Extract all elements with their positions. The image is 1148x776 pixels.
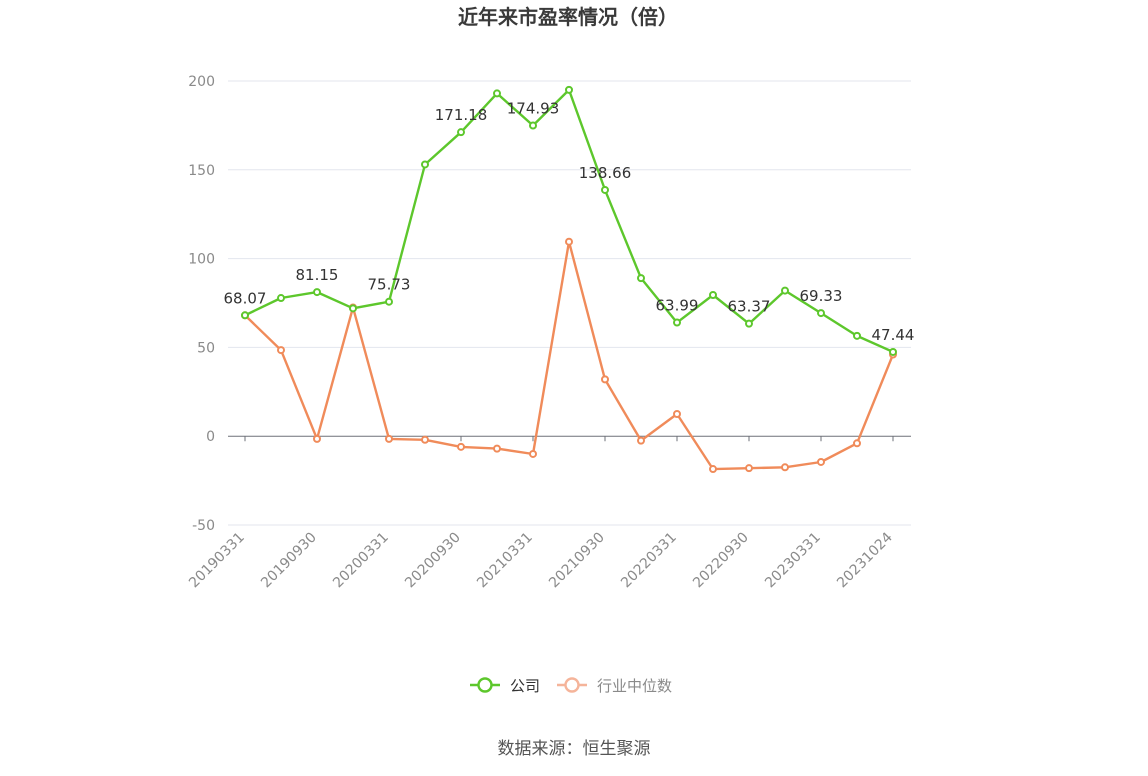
data-point[interactable] <box>745 464 753 473</box>
data-label: 47.44 <box>872 326 915 344</box>
data-point[interactable] <box>853 331 861 340</box>
data-label: 75.73 <box>368 276 411 294</box>
data-label: 171.18 <box>435 106 488 124</box>
x-tick-label: 20220331 <box>618 530 680 592</box>
data-point[interactable] <box>673 410 681 418</box>
data-label: 81.15 <box>296 266 339 284</box>
y-tick-label: 100 <box>188 252 215 268</box>
legend-label: 公司 <box>510 677 540 695</box>
x-tick-label: 20200930 <box>402 530 464 592</box>
data-point[interactable] <box>349 304 357 313</box>
data-label: 63.99 <box>656 297 699 315</box>
x-tick-label: 20210930 <box>546 530 608 592</box>
x-tick-label: 20231024 <box>834 529 896 591</box>
data-point[interactable] <box>457 442 465 451</box>
series-industry-median <box>241 237 897 474</box>
data-label: 68.07 <box>224 289 267 307</box>
legend-marker-icon <box>477 677 493 693</box>
x-tick-label: 20200331 <box>330 530 392 592</box>
data-point[interactable] <box>565 85 573 94</box>
legend[interactable]: 公司 行业中位数 <box>470 677 672 695</box>
data-point[interactable] <box>277 294 285 303</box>
data-label: 174.93 <box>507 100 560 118</box>
data-point[interactable] <box>493 89 501 98</box>
data-label: 63.37 <box>728 298 771 316</box>
data-point[interactable] <box>529 449 537 458</box>
x-axis: 20190331 20190930 20200331 20200930 20210331… <box>186 435 911 592</box>
data-point[interactable] <box>637 436 645 445</box>
y-tick-label: -50 <box>192 518 215 534</box>
x-tick-label: 20190930 <box>258 530 320 592</box>
data-point[interactable] <box>421 435 429 444</box>
data-point[interactable] <box>313 288 321 297</box>
data-point[interactable] <box>709 291 717 300</box>
data-point[interactable] <box>817 457 825 466</box>
data-point[interactable] <box>781 286 789 295</box>
data-point[interactable] <box>385 297 393 306</box>
data-point[interactable] <box>817 309 825 318</box>
data-point[interactable] <box>385 434 393 443</box>
data-point[interactable] <box>241 311 249 320</box>
data-point[interactable] <box>493 444 501 453</box>
y-tick-label: 200 <box>188 74 215 90</box>
data-point[interactable] <box>745 319 753 328</box>
data-labels: 68.07 81.15 75.73 171.18 174.93 138.66 63.99 63… <box>224 100 915 344</box>
legend-item-company[interactable]: 公司 <box>470 677 540 695</box>
legend-marker-icon <box>564 677 580 693</box>
legend-label: 行业中位数 <box>597 677 672 695</box>
data-point[interactable] <box>601 185 609 194</box>
source-note: 数据来源：恒生聚源 <box>498 739 651 759</box>
data-point[interactable] <box>853 439 861 448</box>
data-point[interactable] <box>565 237 573 246</box>
x-tick-label: 20190331 <box>186 530 248 592</box>
data-label: 138.66 <box>579 164 632 182</box>
data-point[interactable] <box>421 160 429 169</box>
data-point[interactable] <box>601 375 609 384</box>
x-tick-label: 20220930 <box>690 530 752 592</box>
y-tick-label: 50 <box>197 340 215 356</box>
series-company <box>241 85 897 356</box>
chart-title: 近年来市盈率情况（倍） <box>458 5 678 29</box>
data-point[interactable] <box>637 274 645 283</box>
data-point[interactable] <box>709 465 717 474</box>
data-point[interactable] <box>277 346 285 355</box>
data-point[interactable] <box>457 128 465 137</box>
x-tick-label: 20210331 <box>474 530 536 592</box>
x-tick-label: 20230331 <box>762 530 824 592</box>
series-line <box>244 240 895 471</box>
data-label: 69.33 <box>800 287 843 305</box>
legend-item-industry-median[interactable]: 行业中位数 <box>557 677 672 695</box>
data-point[interactable] <box>889 347 897 356</box>
series-line <box>244 88 894 353</box>
y-tick-label: 0 <box>206 429 215 445</box>
data-point[interactable] <box>781 463 789 472</box>
y-axis: -50 0 50 100 150 200 <box>188 74 215 534</box>
data-point[interactable] <box>673 318 681 327</box>
series-layer <box>241 85 897 474</box>
data-point[interactable] <box>313 434 321 443</box>
data-point[interactable] <box>529 121 537 130</box>
y-tick-label: 150 <box>188 163 215 179</box>
